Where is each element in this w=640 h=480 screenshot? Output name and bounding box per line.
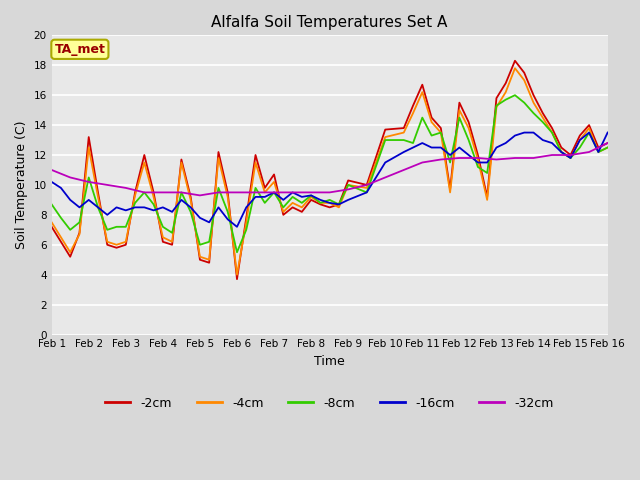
Text: TA_met: TA_met — [54, 43, 106, 56]
Y-axis label: Soil Temperature (C): Soil Temperature (C) — [15, 120, 28, 249]
Title: Alfalfa Soil Temperatures Set A: Alfalfa Soil Temperatures Set A — [211, 15, 448, 30]
X-axis label: Time: Time — [314, 355, 345, 368]
Legend: -2cm, -4cm, -8cm, -16cm, -32cm: -2cm, -4cm, -8cm, -16cm, -32cm — [100, 392, 559, 415]
